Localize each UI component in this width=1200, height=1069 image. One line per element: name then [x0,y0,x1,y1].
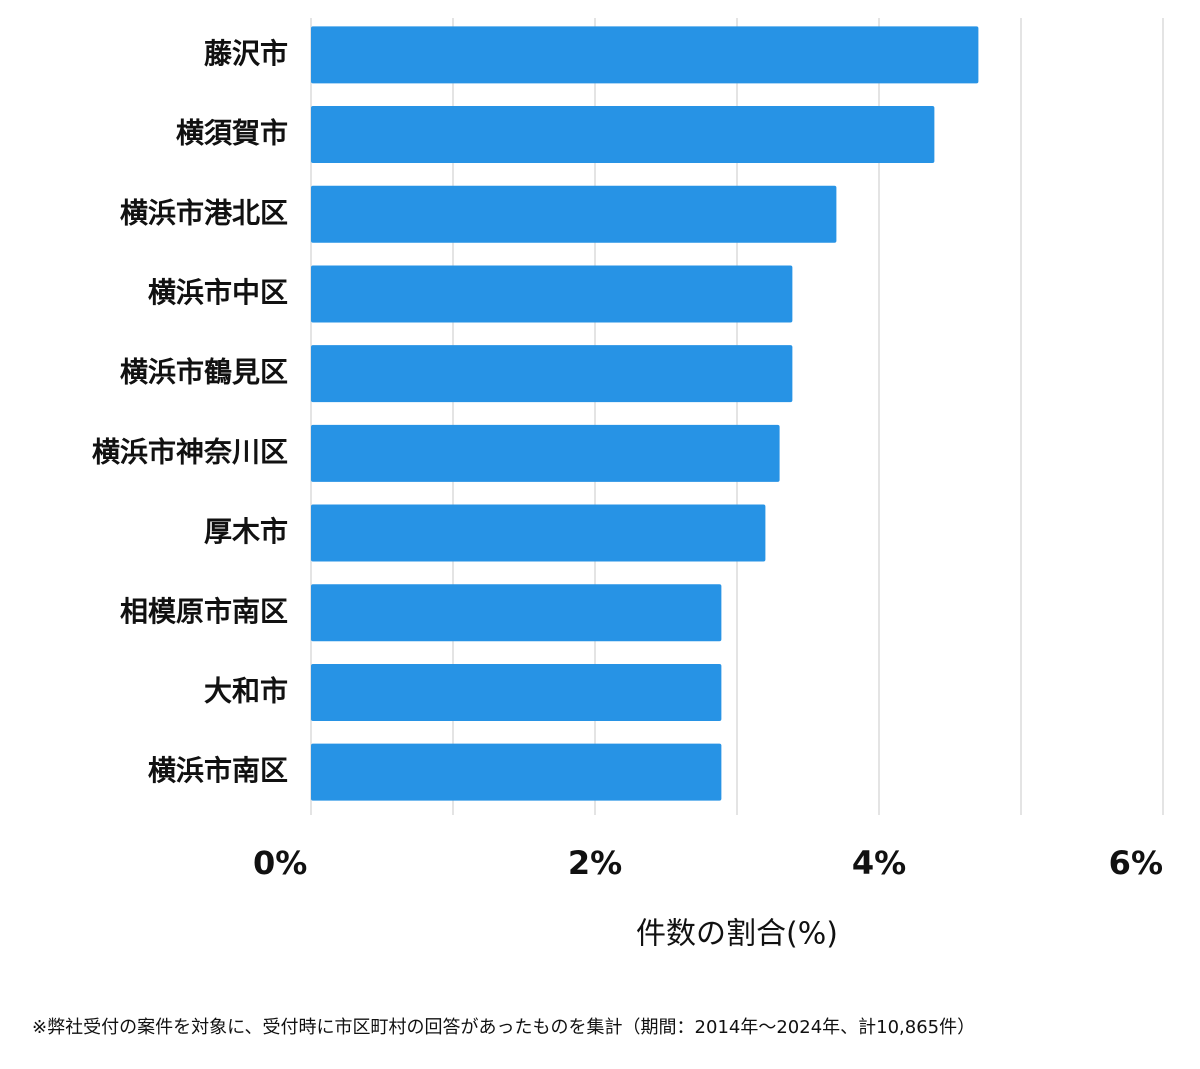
bar [311,504,766,562]
y-tick-label: 藤沢市 [204,37,288,70]
footnote: ※弊社受付の案件を対象に、受付時に市区町村の回答があったものを集計（期間：201… [32,1017,975,1038]
bar [311,424,780,482]
bar [311,663,722,721]
y-tick-label: 厚木市 [204,515,288,548]
y-tick-label: 横浜市港北区 [120,196,288,229]
x-tick-label: 6% [1109,844,1163,882]
bar [311,743,722,801]
y-tick-label: 大和市 [204,674,288,707]
y-tick-label: 横浜市神奈川区 [92,435,288,468]
y-tick-label: 横浜市南区 [148,754,288,787]
y-tick-label: 横須賀市 [176,117,288,150]
bar [311,26,979,84]
bar [311,106,935,164]
y-tick-label: 横浜市鶴見区 [120,356,288,389]
x-tick-label: 4% [852,844,906,882]
x-tick-label: 2% [568,844,622,882]
bar [311,265,793,323]
bar [311,185,837,243]
bar [311,345,793,403]
y-tick-label: 相模原市南区 [120,595,288,628]
x-axis-label: 件数の割合(%) [636,917,838,952]
bar [311,584,722,642]
x-tick-label: 0% [253,844,307,882]
y-tick-label: 横浜市中区 [148,276,288,309]
